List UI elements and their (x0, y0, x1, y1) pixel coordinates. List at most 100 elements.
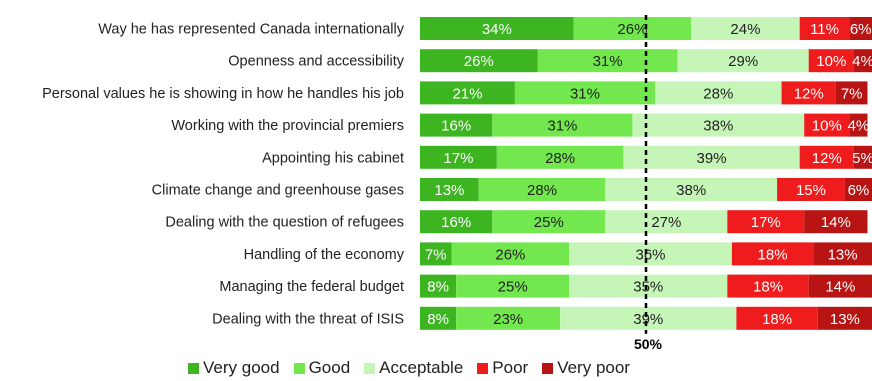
data-label: 14% (821, 214, 851, 231)
bar-good (514, 81, 656, 105)
category-label: Appointing his cabinet (262, 150, 404, 166)
legend-item-poor: Poor (477, 358, 528, 378)
data-label: 10% (816, 53, 846, 70)
data-label: 39% (633, 311, 663, 328)
legend-label: Acceptable (379, 358, 464, 377)
bar-very-poor (853, 145, 872, 169)
bar-very-good (420, 242, 452, 266)
data-label: 28% (545, 150, 575, 167)
data-label: 10% (812, 118, 842, 135)
data-label: 13% (828, 246, 858, 263)
bar-very-poor (804, 210, 868, 234)
data-label: 18% (758, 246, 788, 263)
bar-good (456, 306, 561, 330)
bar-good (456, 274, 570, 298)
bar-poor (727, 274, 809, 298)
data-label: 26% (464, 53, 494, 70)
bar-poor (777, 178, 845, 201)
bar-acceptable (569, 274, 728, 298)
bar-very-good (420, 306, 457, 330)
bar-acceptable (569, 242, 732, 266)
bar-very-poor (844, 178, 872, 201)
data-label: 35% (633, 279, 663, 296)
legend-label: Poor (492, 358, 529, 377)
data-label: 11% (810, 21, 839, 38)
legend-label: Very poor (557, 358, 630, 377)
data-label: 26% (495, 246, 525, 263)
data-label: 38% (703, 118, 733, 135)
data-label: 29% (728, 53, 758, 70)
data-label: 16% (441, 118, 471, 135)
data-label: 18% (753, 279, 783, 296)
data-label: 7% (425, 246, 447, 263)
reference-line-label: 50% (634, 336, 663, 352)
bar-poor (799, 145, 854, 169)
bar-very-good (420, 49, 538, 73)
bar-very-good (420, 178, 479, 201)
data-label: 7% (841, 85, 863, 102)
bar-good (573, 17, 692, 40)
legend-swatch (188, 362, 199, 374)
data-label: 4% (852, 53, 872, 70)
data-label: 12% (794, 85, 824, 102)
bar-acceptable (655, 81, 782, 105)
bar-very-poor (835, 81, 868, 105)
bar-very-poor (813, 242, 872, 266)
bar-acceptable (677, 49, 809, 73)
bar-good (492, 210, 606, 234)
bar-acceptable (605, 210, 728, 234)
data-label: 26% (617, 21, 647, 38)
data-label: 31% (570, 85, 600, 102)
bar-acceptable (691, 17, 800, 40)
bar-good (492, 113, 633, 137)
bar-very-good (420, 81, 515, 105)
data-label: 17% (443, 150, 473, 167)
bar-good (451, 242, 570, 266)
data-label: 25% (498, 279, 528, 296)
data-label: 36% (636, 246, 666, 263)
data-label: 31% (593, 53, 623, 70)
data-label: 8% (427, 311, 449, 328)
bar-poor (804, 113, 850, 137)
data-label: 18% (762, 311, 792, 328)
bar-good (478, 178, 606, 201)
data-label: 6% (850, 21, 872, 38)
legend-item-very-good: Very good (188, 358, 280, 378)
category-label: Dealing with the question of refugees (165, 215, 404, 231)
data-label: 13% (434, 182, 464, 199)
legend-swatch (364, 362, 376, 374)
legend-swatch (293, 362, 305, 374)
bar-acceptable (632, 113, 805, 137)
bar-poor (736, 306, 818, 330)
bar-acceptable (605, 178, 778, 201)
data-label: 16% (441, 214, 471, 231)
bar-very-poor (817, 306, 872, 330)
data-label: 28% (527, 182, 557, 199)
data-label: 5% (852, 150, 872, 167)
data-label: 6% (848, 182, 870, 199)
data-label: 21% (452, 85, 482, 102)
bar-acceptable (560, 306, 737, 330)
category-label: Climate change and greenhouse gases (152, 183, 404, 199)
bar-poor (808, 49, 854, 73)
data-label: 12% (812, 150, 842, 167)
data-label: 34% (482, 21, 512, 38)
bar-poor (799, 17, 850, 40)
bar-poor (781, 81, 836, 105)
bar-very-good (420, 17, 574, 40)
bar-very-good (420, 274, 457, 298)
legend-item-very-poor: Very poor (542, 358, 630, 378)
legend-item-acceptable: Acceptable (364, 358, 463, 378)
category-label: Personal values he is showing in how he … (42, 86, 404, 102)
bar-poor (731, 242, 814, 266)
bar-very-good (420, 210, 493, 234)
data-label: 39% (697, 150, 727, 167)
data-label: 27% (651, 214, 681, 231)
category-label: Managing the federal budget (219, 279, 404, 295)
bar-very-poor (849, 113, 868, 137)
bar-good (496, 145, 624, 169)
chart-legend: Very good Good Acceptable Poor Very poor (188, 357, 644, 379)
data-label: 15% (796, 182, 826, 199)
bar-acceptable (623, 145, 800, 169)
